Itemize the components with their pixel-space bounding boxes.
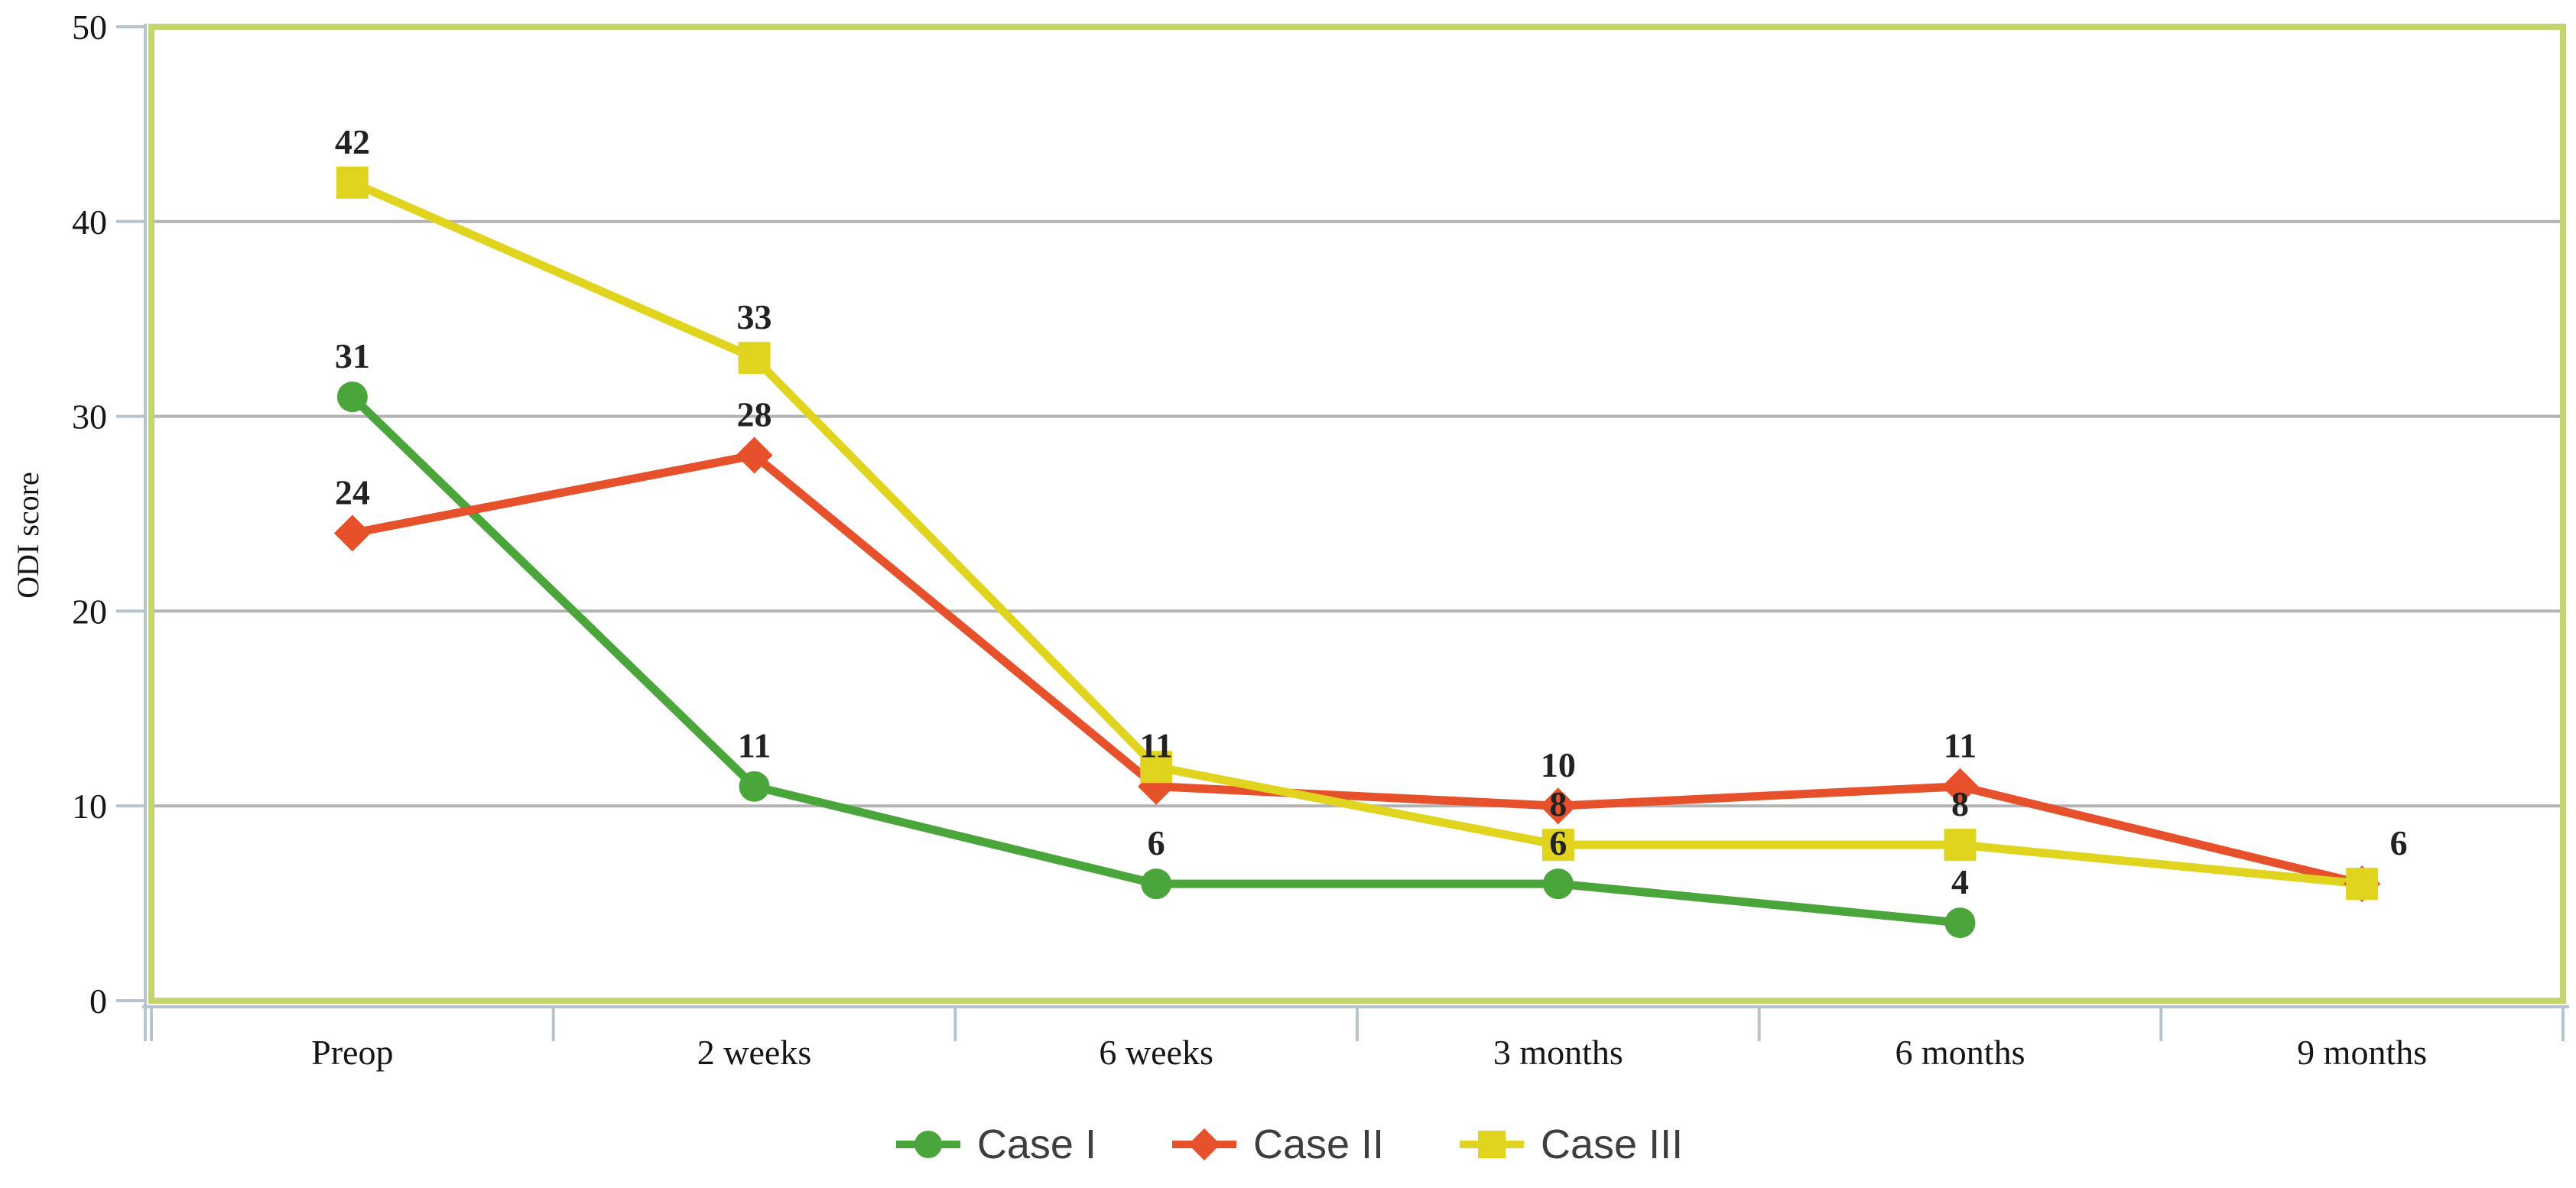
legend-marker-diamond-icon (1171, 1128, 1236, 1160)
data-point-case-i-preop (336, 381, 368, 413)
data-point-case-i-6-months (1944, 907, 1976, 939)
legend-label-case-iii: Case III (1541, 1121, 1684, 1167)
data-label-case-iii-2-weeks: 33 (737, 297, 772, 336)
data-point-case-iii-9-months (2346, 868, 2379, 901)
x-axis-label-6-weeks: 6 weeks (1099, 1033, 1213, 1072)
data-label-case-i-preop: 31 (335, 336, 370, 375)
data-label-case-i-6-months: 4 (1951, 862, 1969, 901)
y-axis-tick-label-20: 20 (72, 592, 107, 631)
plot-border (148, 24, 2566, 1004)
x-axis-label-preop: Preop (311, 1033, 393, 1072)
legend-label-case-ii: Case II (1252, 1121, 1385, 1167)
legend-diamond-case-ii (1187, 1128, 1220, 1160)
legend-item-case-ii: Case II (1169, 1124, 1384, 1165)
data-point-case-iii-6-weeks (1140, 751, 1173, 784)
series-line-case-ii (348, 451, 2366, 888)
data-label-case-i-2-weeks: 11 (738, 726, 771, 765)
x-axis-label-2-weeks: 2 weeks (697, 1033, 811, 1072)
data-label-case-iii-3-months: 8 (1549, 784, 1567, 823)
data-point-case-i-2-weeks (739, 771, 770, 802)
data-point-case-iii-3-months (1541, 829, 1574, 862)
data-label-case-ii-6-weeks: 11 (1139, 726, 1172, 765)
data-label-case-i-6-weeks: 6 (1148, 823, 1165, 862)
legend-marker-circle-icon (895, 1131, 960, 1158)
data-point-case-i-3-months (1542, 868, 1574, 900)
data-point-case-iii-6-months (1944, 829, 1977, 862)
data-label-case-ii-2-weeks: 28 (737, 395, 772, 434)
x-axis-label-9-months: 9 months (2297, 1033, 2427, 1072)
legend-circle-case-i (914, 1131, 942, 1158)
data-point-case-iii-2-weeks (738, 342, 771, 375)
y-axis-tick-label-0: 0 (89, 982, 107, 1021)
legend-marker-square-icon (1460, 1131, 1525, 1158)
y-axis-title: ODI score (11, 472, 45, 599)
data-point-case-ii-2-weeks (736, 437, 773, 474)
data-label-case-ii-6-months: 11 (1944, 726, 1977, 765)
legend-label-case-i: Case I (976, 1121, 1096, 1167)
x-axis-label-6-months: 6 months (1895, 1033, 2025, 1072)
data-point-case-i-6-weeks (1141, 868, 1172, 900)
series-line-case-iii (348, 178, 2366, 888)
data-label-case-iii-6-months: 8 (1951, 784, 1969, 823)
y-axis-tick-label-30: 30 (72, 398, 107, 437)
y-axis-tick-label-10: 10 (72, 787, 107, 826)
data-label-case-iii-9-months: 6 (2390, 823, 2408, 862)
data-point-case-ii-3-months (1539, 787, 1577, 825)
data-label-case-ii-preop: 24 (335, 472, 370, 511)
data-label-case-iii-preop: 42 (335, 122, 370, 161)
x-axis-label-3-months: 3 months (1493, 1033, 1623, 1072)
legend-item-case-iii: Case III (1457, 1124, 1683, 1165)
data-point-case-iii-preop (336, 166, 369, 199)
data-label-case-ii-3-months: 10 (1541, 745, 1576, 784)
data-point-case-ii-preop (333, 514, 371, 552)
data-point-case-ii-6-months (1941, 768, 1979, 805)
y-axis-tick-label-40: 40 (72, 203, 107, 242)
legend-item-case-i: Case I (893, 1124, 1096, 1165)
legend-square-case-iii (1478, 1131, 1506, 1158)
legend: Case I Case II Case III (0, 1110, 2576, 1179)
data-label-case-i-3-months: 6 (1549, 823, 1567, 862)
y-axis-tick-label-50: 50 (72, 8, 107, 47)
